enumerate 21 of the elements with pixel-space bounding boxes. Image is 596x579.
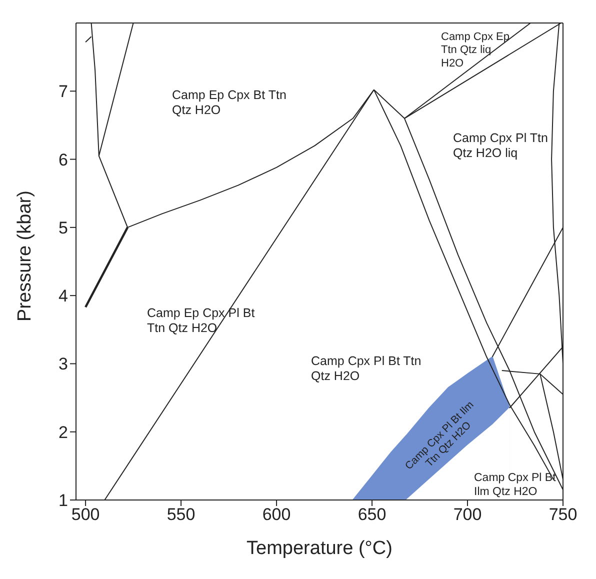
y-tick-label: 1	[58, 491, 68, 510]
x-tick-label: 750	[548, 505, 578, 524]
annotation: Camp Ep Cpx Bt Ttn Qtz H2O	[172, 88, 286, 117]
x-tick-label: 550	[166, 505, 196, 524]
x-tick-label: 700	[453, 505, 482, 524]
y-tick-label: 6	[58, 150, 68, 170]
y-tick-label: 5	[58, 218, 68, 238]
x-tick-label: 650	[358, 505, 386, 524]
y-tick-label: 4	[58, 286, 68, 306]
annotation: Camp Cpx Pl Bt Ilm Qtz H2O	[474, 472, 557, 498]
y-tick-label: 2	[58, 422, 68, 442]
x-tick-label: 600	[262, 505, 291, 524]
annotation: Camp Ep Cpx Pl Bt Ttn Qtz H2O	[147, 306, 256, 335]
y-tick-label: 7	[58, 82, 68, 102]
annotation: Camp Cpx Pl Bt Ttn Qtz H2O	[311, 354, 422, 383]
x-tick-label: 500	[71, 505, 100, 524]
x-axis-title: Temperature (°C)	[246, 538, 392, 559]
y-axis-title: Pressure (kbar)	[14, 190, 36, 322]
y-tick-label: 3	[58, 354, 68, 374]
annotation: Camp Cpx Ep Ttn Qtz liq H2O	[441, 31, 510, 70]
annotation: Camp Cpx Pl Ttn Qtz H2O liq	[453, 130, 548, 160]
